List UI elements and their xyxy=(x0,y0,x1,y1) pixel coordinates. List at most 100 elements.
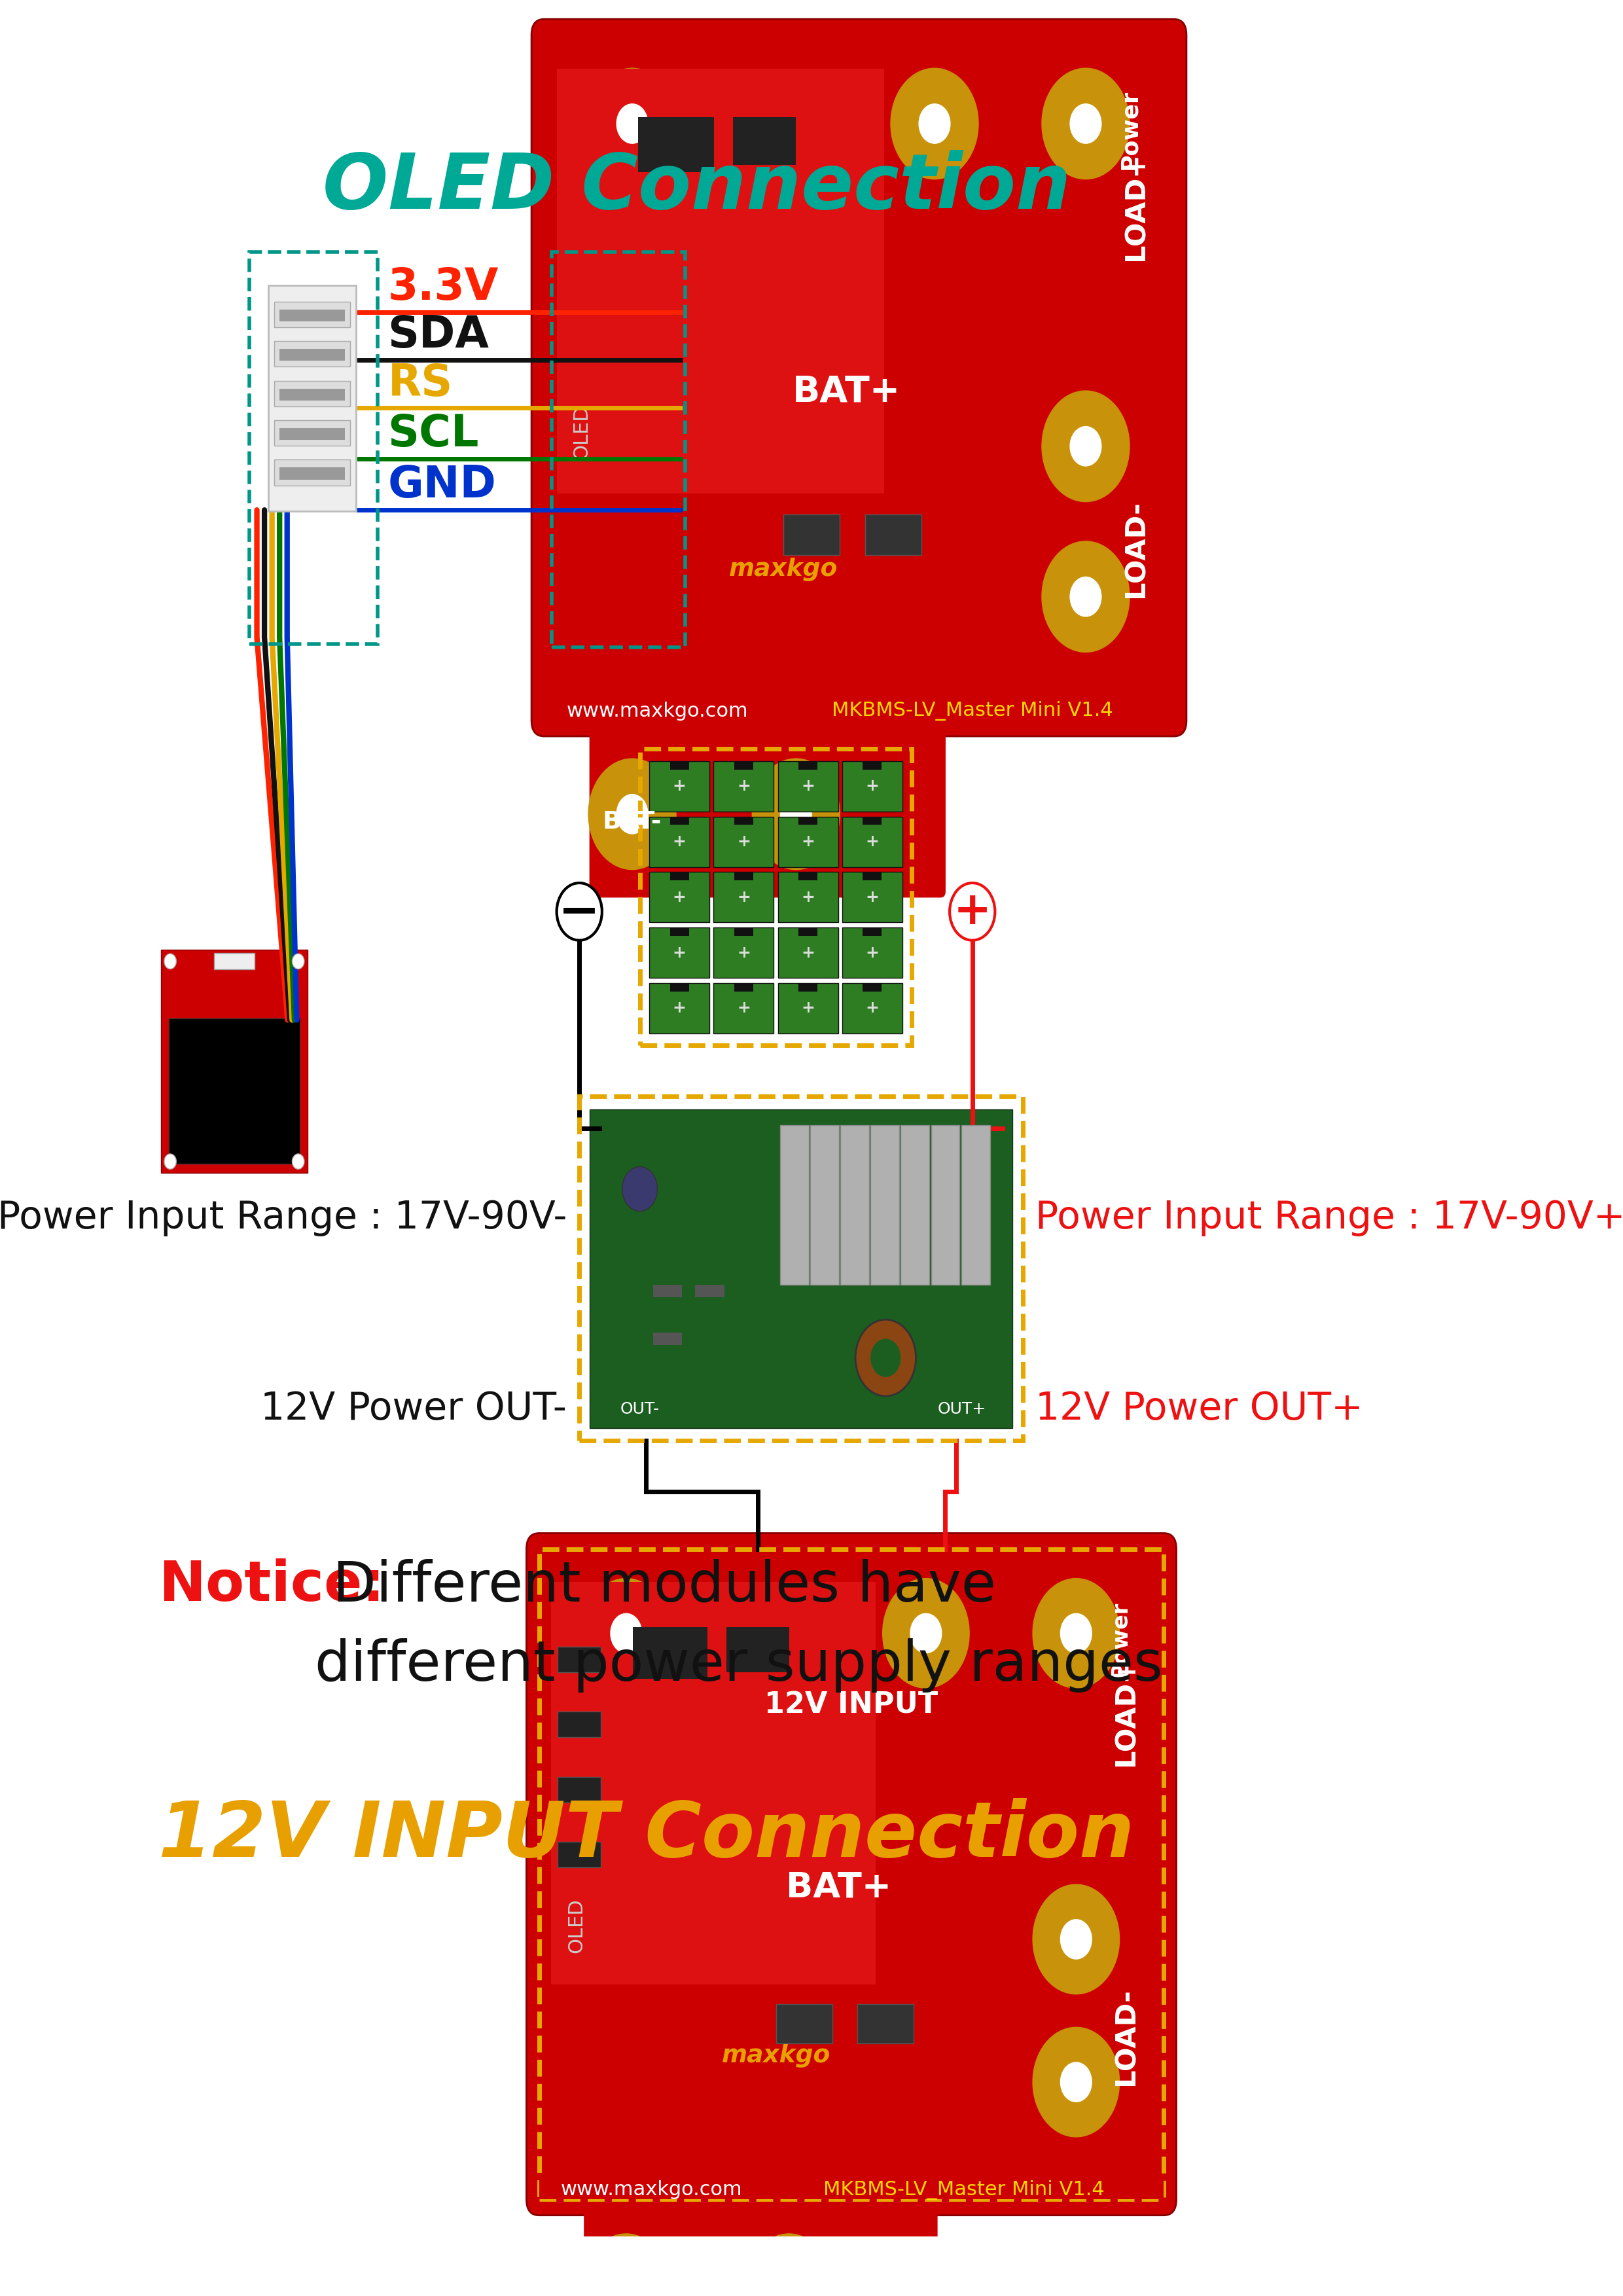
Text: LOAD-: LOAD- xyxy=(1123,501,1149,597)
Bar xyxy=(799,928,818,937)
Circle shape xyxy=(891,69,979,179)
Bar xyxy=(932,1125,959,1283)
Text: OUT+: OUT+ xyxy=(938,1401,987,1417)
Bar xyxy=(649,762,709,810)
Text: +: + xyxy=(802,778,815,794)
Bar xyxy=(279,468,346,480)
Bar xyxy=(714,872,774,923)
Circle shape xyxy=(855,1320,915,1396)
Text: +: + xyxy=(737,889,750,905)
Text: 12V Power OUT-: 12V Power OUT- xyxy=(261,1389,566,1428)
Bar xyxy=(781,1125,808,1283)
Circle shape xyxy=(773,2268,805,2296)
Bar xyxy=(842,872,902,923)
Circle shape xyxy=(1060,1614,1092,1653)
Circle shape xyxy=(1060,1919,1092,1958)
Text: +: + xyxy=(865,946,880,960)
Circle shape xyxy=(1070,427,1102,466)
Circle shape xyxy=(589,758,677,870)
Circle shape xyxy=(1042,542,1130,652)
Text: BAT+: BAT+ xyxy=(792,374,901,409)
Text: 3.3V: 3.3V xyxy=(388,266,498,310)
Bar xyxy=(777,872,837,923)
Text: MKBMS-LV_Master Mini V1.4: MKBMS-LV_Master Mini V1.4 xyxy=(823,2179,1104,2200)
Circle shape xyxy=(781,794,812,833)
Bar xyxy=(961,1125,990,1283)
Circle shape xyxy=(1032,1577,1120,1688)
Bar xyxy=(279,388,346,400)
Bar xyxy=(870,1125,899,1283)
Bar xyxy=(670,817,690,824)
Bar xyxy=(652,1283,682,1297)
Circle shape xyxy=(1032,2027,1120,2138)
Bar xyxy=(842,928,902,978)
Circle shape xyxy=(911,1614,941,1653)
Text: +: + xyxy=(802,1001,815,1017)
Text: +: + xyxy=(865,833,880,850)
Bar xyxy=(777,762,837,810)
Text: +: + xyxy=(737,1001,750,1017)
Text: www.maxkgo.com: www.maxkgo.com xyxy=(566,700,748,721)
Circle shape xyxy=(557,884,602,941)
Bar xyxy=(784,514,839,556)
Text: OUT-: OUT- xyxy=(620,1401,659,1417)
Text: maxkgo: maxkgo xyxy=(722,2043,831,2069)
Text: BAT+: BAT+ xyxy=(786,1869,891,1903)
Bar xyxy=(670,928,690,937)
Circle shape xyxy=(292,953,304,969)
Bar xyxy=(274,420,351,445)
Text: www.maxkgo.com: www.maxkgo.com xyxy=(560,2181,742,2200)
Bar xyxy=(670,762,690,769)
Bar xyxy=(279,349,346,360)
Circle shape xyxy=(164,953,177,969)
Text: LOAD+: LOAD+ xyxy=(1123,152,1149,259)
FancyBboxPatch shape xyxy=(589,714,946,898)
Bar xyxy=(842,817,902,868)
Bar xyxy=(842,983,902,1033)
Text: −: − xyxy=(558,889,601,937)
Circle shape xyxy=(1060,2062,1092,2101)
Bar xyxy=(799,817,818,824)
Bar xyxy=(865,514,922,556)
Bar xyxy=(862,817,881,824)
Circle shape xyxy=(617,794,648,833)
Text: +: + xyxy=(672,889,687,905)
Text: OLED Connection: OLED Connection xyxy=(323,149,1071,225)
Bar xyxy=(279,310,346,321)
Text: +: + xyxy=(672,1001,687,1017)
Circle shape xyxy=(870,1339,901,1378)
Text: 12V INPUT Connection: 12V INPUT Connection xyxy=(159,1798,1134,1874)
Text: maxkgo: maxkgo xyxy=(729,558,837,581)
Bar xyxy=(557,69,885,494)
Text: +: + xyxy=(672,833,687,850)
Text: OLED: OLED xyxy=(566,1899,586,1954)
Text: Power Input Range : 17V-90V-: Power Input Range : 17V-90V- xyxy=(0,1199,566,1235)
Bar xyxy=(734,762,753,769)
Text: LOAD-: LOAD- xyxy=(1112,1988,1139,2085)
Bar xyxy=(558,1777,601,1802)
Text: +: + xyxy=(737,778,750,794)
Bar xyxy=(776,2004,833,2043)
Text: +: + xyxy=(802,833,815,850)
Bar xyxy=(714,762,774,810)
Text: 12V Power OUT+: 12V Power OUT+ xyxy=(1035,1389,1363,1428)
Text: +: + xyxy=(802,946,815,960)
Bar xyxy=(777,817,837,868)
FancyBboxPatch shape xyxy=(161,951,307,1173)
Text: +: + xyxy=(865,889,880,905)
Text: Power: Power xyxy=(1118,90,1141,170)
Bar xyxy=(842,762,902,810)
Bar xyxy=(862,983,881,992)
Text: LOAD+: LOAD+ xyxy=(1112,1658,1139,1766)
Bar xyxy=(558,1841,601,1867)
Bar xyxy=(695,1283,724,1297)
Bar xyxy=(857,2004,914,2043)
Bar xyxy=(799,872,818,879)
Bar xyxy=(539,2181,1164,2200)
Bar xyxy=(558,1713,601,1738)
Bar xyxy=(638,117,714,172)
Circle shape xyxy=(883,1577,969,1688)
Bar xyxy=(558,1646,601,1671)
Bar xyxy=(714,983,774,1033)
Bar xyxy=(810,1125,839,1283)
